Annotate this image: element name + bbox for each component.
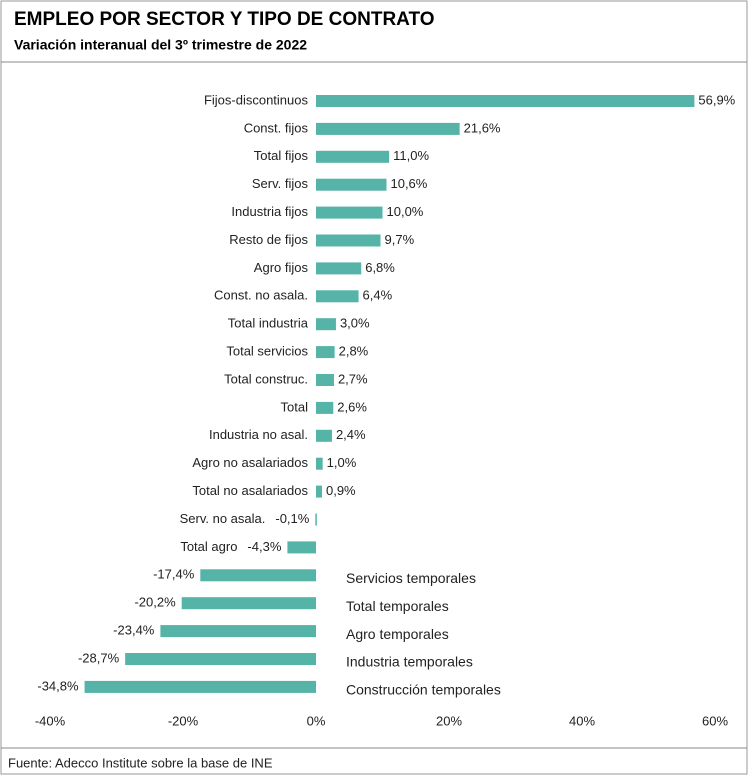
category-label: Total industria [228,316,309,331]
bar [316,401,334,414]
value-label: -0,1% [275,511,309,526]
bar [316,234,381,247]
category-label: Construcción temporales [346,682,501,698]
value-label: 1,0% [327,455,357,470]
bar [316,178,387,191]
category-label: Serv. no asala. [180,511,266,526]
category-label: Const. fijos [244,120,309,135]
chart-title: EMPLEO POR SECTOR Y TIPO DE CONTRATO [14,9,435,30]
bar [316,262,362,275]
bar [316,122,460,135]
category-label: Const. no asala. [214,288,308,303]
bar [316,374,334,386]
category-label: Total no asalariados [192,483,308,498]
x-tick-label: 40% [569,713,595,728]
category-label: Resto de fijos [229,232,308,247]
value-label: 0,9% [326,483,356,498]
value-label: 3,0% [340,316,370,331]
category-label: Total fijos [254,148,309,163]
category-label: Serv. fijos [252,176,309,191]
value-label: -23,4% [113,623,155,638]
value-label: 9,7% [385,232,415,247]
value-label: 6,8% [365,260,395,275]
category-label: Fijos-discontinuos [204,92,309,107]
x-tick-label: 0% [307,713,326,728]
source: Fuente: Adecco Institute sobre la base d… [8,755,273,770]
value-label: 2,6% [337,399,367,414]
bar [316,318,336,331]
value-label: 10,6% [390,176,427,191]
value-label: -28,7% [78,650,120,665]
bar [316,346,335,359]
category-label: Industria fijos [231,204,308,219]
bar [316,485,322,498]
value-label: 6,4% [363,288,393,303]
bar [200,569,316,582]
bar [125,653,317,665]
value-label: 2,8% [339,344,369,359]
value-label: -34,8% [37,678,79,693]
category-label: Agro temporales [346,626,449,642]
value-label: 21,6% [464,120,501,135]
value-label: 10,0% [387,204,424,219]
bar [316,150,390,163]
value-label: -20,2% [134,595,176,610]
category-label: Industria temporales [346,654,473,670]
value-label: 11,0% [393,148,429,163]
x-tick-label: 20% [436,713,462,728]
category-label: Total [281,399,309,414]
value-label: 2,7% [338,371,368,386]
value-label: -17,4% [153,567,195,582]
category-label: Total construc. [224,371,308,386]
category-label: Total servicios [226,344,308,359]
value-label: 56,9% [698,92,735,107]
bar [84,680,316,693]
category-label: Industria no asal. [209,427,308,442]
x-tick-label: -20% [168,713,199,728]
bar [160,625,316,638]
value-label: -4,3% [247,539,281,554]
bar [315,513,317,526]
bar [316,206,383,219]
category-label: Total temporales [346,598,449,614]
category-label: Total agro [180,539,237,554]
chart-subtitle: Variación interanual del 3º trimestre de… [14,37,307,53]
x-tick-label: 60% [702,713,728,728]
bar [287,541,316,554]
x-tick-label: -40% [35,713,66,728]
bar [316,429,332,442]
category-label: Agro no asalariados [192,455,308,470]
category-label: Agro fijos [254,260,309,275]
category-label: Servicios temporales [346,570,476,586]
bar [316,457,323,470]
bar [316,290,359,303]
bar [316,95,695,107]
value-label: 2,4% [336,427,366,442]
bar [181,597,316,610]
